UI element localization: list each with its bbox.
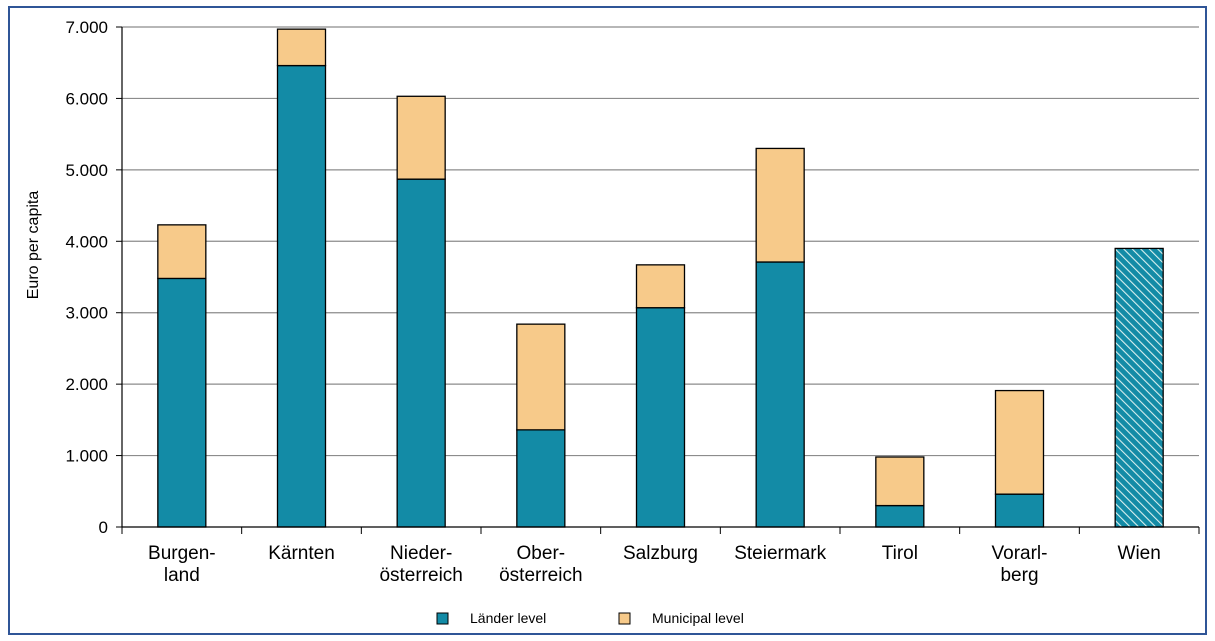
- x-category-label: land: [164, 565, 200, 586]
- legend-swatch: [618, 612, 631, 625]
- x-category-label: Wien: [1118, 543, 1161, 564]
- x-category-label: Burgen-: [148, 543, 216, 564]
- x-category-label: Kärnten: [268, 543, 335, 564]
- y-tick-label: 4.000: [65, 232, 108, 251]
- bar-municipal: [994, 389, 1045, 495]
- bar-laender: [276, 64, 327, 528]
- x-category-label: Steiermark: [734, 543, 826, 564]
- y-tick-label: 3.000: [65, 304, 108, 323]
- bar-laender: [396, 178, 446, 528]
- bar-municipal: [276, 28, 327, 67]
- bar-laender: [157, 277, 207, 528]
- bars: [157, 28, 1164, 528]
- x-category-label: Ober-: [517, 543, 566, 564]
- x-category-label: Salzburg: [623, 543, 698, 564]
- bar-municipal: [875, 456, 925, 507]
- axes: 0 1.000 2.000 3.000 4.000 5.000 6.000 7.000 Burg…: [65, 18, 1200, 586]
- x-category-label: berg: [1000, 565, 1038, 586]
- bar-laender: [875, 504, 925, 528]
- y-axis-label: Euro per capita: [25, 191, 42, 300]
- y-tick-label: 5.000: [65, 161, 108, 180]
- legend-label: Länder level: [470, 610, 546, 626]
- y-tick-label: 6.000: [65, 89, 108, 108]
- x-category-label: Vorarl-: [992, 543, 1048, 564]
- bar-municipal: [157, 224, 207, 280]
- bar-municipal: [755, 147, 805, 263]
- bar-laender: [755, 261, 805, 528]
- bar-laender: [516, 429, 566, 528]
- legend: Länder level Municipal level: [436, 610, 744, 626]
- y-tick-label: 1.000: [65, 447, 108, 466]
- y-tick-label: 0: [99, 518, 108, 537]
- bar-municipal: [396, 95, 446, 180]
- legend-label: Municipal level: [652, 610, 744, 626]
- bar-laender: [1114, 247, 1164, 528]
- chart-frame: [8, 6, 1207, 635]
- x-category-label: Tirol: [882, 543, 918, 564]
- legend-swatch: [436, 612, 449, 625]
- bar-laender: [994, 493, 1045, 528]
- bar-laender: [635, 307, 686, 528]
- x-category-label: Nieder-: [390, 543, 452, 564]
- x-category-label: österreich: [499, 565, 582, 586]
- bar-municipal: [516, 323, 566, 431]
- bar-municipal: [635, 264, 686, 309]
- y-tick-label: 7.000: [65, 18, 108, 37]
- y-tick-label: 2.000: [65, 375, 108, 394]
- x-category-label: österreich: [379, 565, 462, 586]
